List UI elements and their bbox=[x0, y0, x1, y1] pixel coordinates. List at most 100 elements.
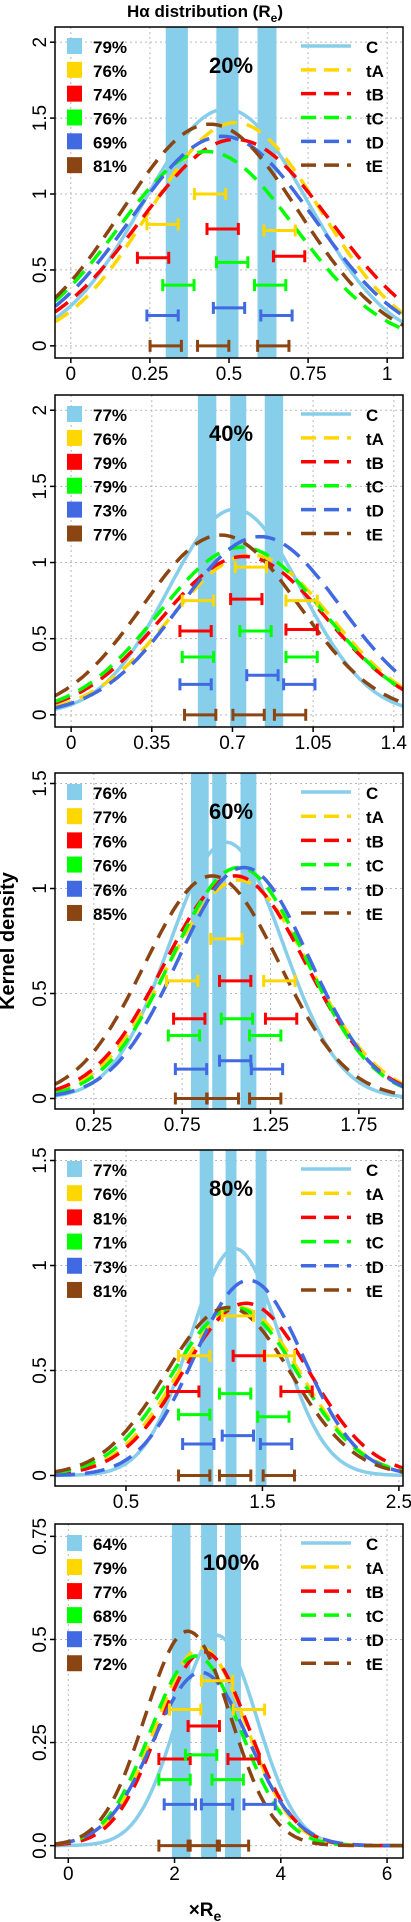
error-bar-tA bbox=[180, 594, 216, 607]
error-bar-tC bbox=[248, 1029, 283, 1042]
legend-percent-tE: 81% bbox=[93, 1282, 127, 1301]
error-bar-tD bbox=[249, 1063, 285, 1076]
legend-name-tA: tA bbox=[366, 1559, 384, 1578]
error-bar-tA bbox=[192, 188, 228, 201]
error-bar-tE bbox=[183, 708, 218, 721]
y-tick-label: 2 bbox=[30, 405, 51, 416]
error-bar-tC bbox=[161, 279, 196, 292]
error-bar-tA bbox=[165, 974, 200, 987]
legend-name-tC: tC bbox=[366, 109, 384, 128]
error-bar-tC bbox=[157, 1773, 192, 1786]
panel-3: 0.25 0.75 1.25 1.75 0 0.5 1 1.5 60% 76% 77% 76% 76% 7… bbox=[30, 770, 404, 1136]
error-bar-tB bbox=[166, 1385, 201, 1398]
y-tick-label: 0 bbox=[30, 1470, 51, 1481]
x-tick-label: 0.35 bbox=[133, 733, 170, 754]
vertical-band bbox=[264, 395, 284, 727]
density-curve-tA bbox=[55, 553, 403, 709]
density-curve-tD bbox=[55, 1670, 403, 1848]
density-curve-tE bbox=[55, 533, 403, 705]
x-tick-label: 1.75 bbox=[340, 1115, 377, 1136]
legend-percent-C: 77% bbox=[93, 406, 127, 425]
density-curve-tA bbox=[55, 878, 403, 1093]
y-tick-label: 0.0 bbox=[30, 1832, 51, 1858]
panel-title: 40% bbox=[209, 421, 253, 446]
error-bar-tB bbox=[284, 623, 319, 636]
legend-percent-tD: 75% bbox=[93, 1631, 127, 1650]
legend-swatch-tD bbox=[67, 1257, 82, 1274]
error-bar-tE bbox=[196, 339, 231, 352]
legend-name-tB: tB bbox=[366, 86, 384, 105]
error-bar-tC bbox=[177, 1408, 212, 1421]
plot-frame bbox=[54, 1523, 404, 1859]
legend-name-tA: tA bbox=[366, 1185, 384, 1204]
y-tick-label: 1 bbox=[30, 883, 51, 894]
legend-name-tE: tE bbox=[366, 157, 383, 176]
error-bar-tB bbox=[229, 593, 264, 606]
legend-swatch-tC bbox=[67, 856, 82, 873]
legend-percent-C: 64% bbox=[93, 1535, 127, 1554]
legend-swatch-tA bbox=[67, 1185, 82, 1202]
legend-percent-tC: 76% bbox=[93, 109, 127, 128]
legend-swatch-tB bbox=[67, 1583, 82, 1600]
error-bar-tD bbox=[199, 1798, 235, 1811]
vertical-band bbox=[165, 27, 188, 358]
legend-name-tA: tA bbox=[366, 808, 384, 827]
legend-name-C: C bbox=[366, 38, 378, 57]
error-bar-tC bbox=[252, 279, 288, 292]
legend-swatch-C bbox=[67, 1161, 82, 1177]
x-tick-label: 1 bbox=[382, 364, 393, 385]
error-bar-tE bbox=[215, 1839, 251, 1852]
plot-area bbox=[55, 773, 403, 1109]
vertical-band bbox=[230, 395, 247, 727]
legend-name-tB: tB bbox=[366, 1583, 384, 1602]
x-tick-label: 0 bbox=[63, 1864, 74, 1885]
error-bar-tE bbox=[148, 339, 183, 352]
density-curve-tE bbox=[55, 1629, 403, 1848]
panel-5: 0 2 4 6 0.0 0.25 0.5 0.75 100% 64% 79% 77% 68% 75% 72%… bbox=[30, 1518, 404, 1885]
legend-percent-tB: 77% bbox=[93, 1583, 127, 1602]
error-bar-tD bbox=[173, 1063, 209, 1076]
legend-swatch-tE bbox=[67, 525, 82, 542]
error-bar-tD bbox=[181, 1438, 216, 1450]
legend-swatch-tB bbox=[67, 85, 82, 102]
x-tick-label: 0.75 bbox=[290, 364, 327, 385]
error-bar-tD bbox=[178, 678, 213, 691]
x-tick-label: 0 bbox=[66, 733, 77, 754]
x-tick-label: 1.25 bbox=[252, 1115, 289, 1136]
error-bar-tC bbox=[219, 1012, 255, 1025]
legend-percent-tB: 79% bbox=[93, 454, 127, 473]
legend-name-tB: tB bbox=[366, 832, 384, 851]
legend-swatch-tD bbox=[67, 880, 82, 897]
error-bar-tA bbox=[145, 218, 180, 231]
y-tick-label: 0.5 bbox=[30, 257, 51, 283]
x-axis-label: ×Re bbox=[189, 1900, 222, 1922]
panel-title: 100% bbox=[203, 1550, 259, 1575]
error-bar-tB bbox=[218, 974, 253, 987]
plot-area bbox=[55, 1524, 403, 1858]
error-bar-tC bbox=[180, 650, 216, 663]
legend-name-tB: tB bbox=[366, 1209, 384, 1228]
error-bar-tD bbox=[245, 669, 280, 682]
panel-2: 0 0.35 0.7 1.05 1.4 0 0.5 1 1.5 2 40% 77% 76% 79% 79% 7… bbox=[30, 394, 407, 754]
error-bar-tD bbox=[162, 1798, 198, 1811]
legend-swatch-tA bbox=[67, 429, 82, 446]
error-bar-tE bbox=[217, 1469, 253, 1482]
y-tick-label: 0.5 bbox=[30, 1357, 51, 1383]
vertical-band bbox=[212, 773, 227, 1109]
legend-swatch-C bbox=[67, 784, 82, 800]
legend-swatch-tB bbox=[67, 453, 82, 470]
legend-percent-tB: 74% bbox=[93, 86, 127, 105]
error-bar-tD bbox=[259, 309, 294, 322]
legend-percent-C: 79% bbox=[93, 38, 127, 57]
error-bar-tC bbox=[215, 256, 250, 269]
legend-swatch-tE bbox=[67, 1655, 82, 1672]
legend-name-tC: tC bbox=[366, 857, 384, 876]
error-bar-tD bbox=[258, 1438, 294, 1450]
panel-4: 0.5 1.5 2.5 0 0.5 1 1.5 80% 77% 76% 81% 71% 73% 81% Ct… bbox=[30, 1147, 411, 1513]
x-tick-label: 0 bbox=[66, 364, 77, 385]
error-bar-tE bbox=[205, 1092, 240, 1105]
error-bar-tC bbox=[256, 1410, 291, 1423]
legend-swatch-tD bbox=[67, 133, 82, 150]
error-bar-tE bbox=[177, 1469, 212, 1482]
